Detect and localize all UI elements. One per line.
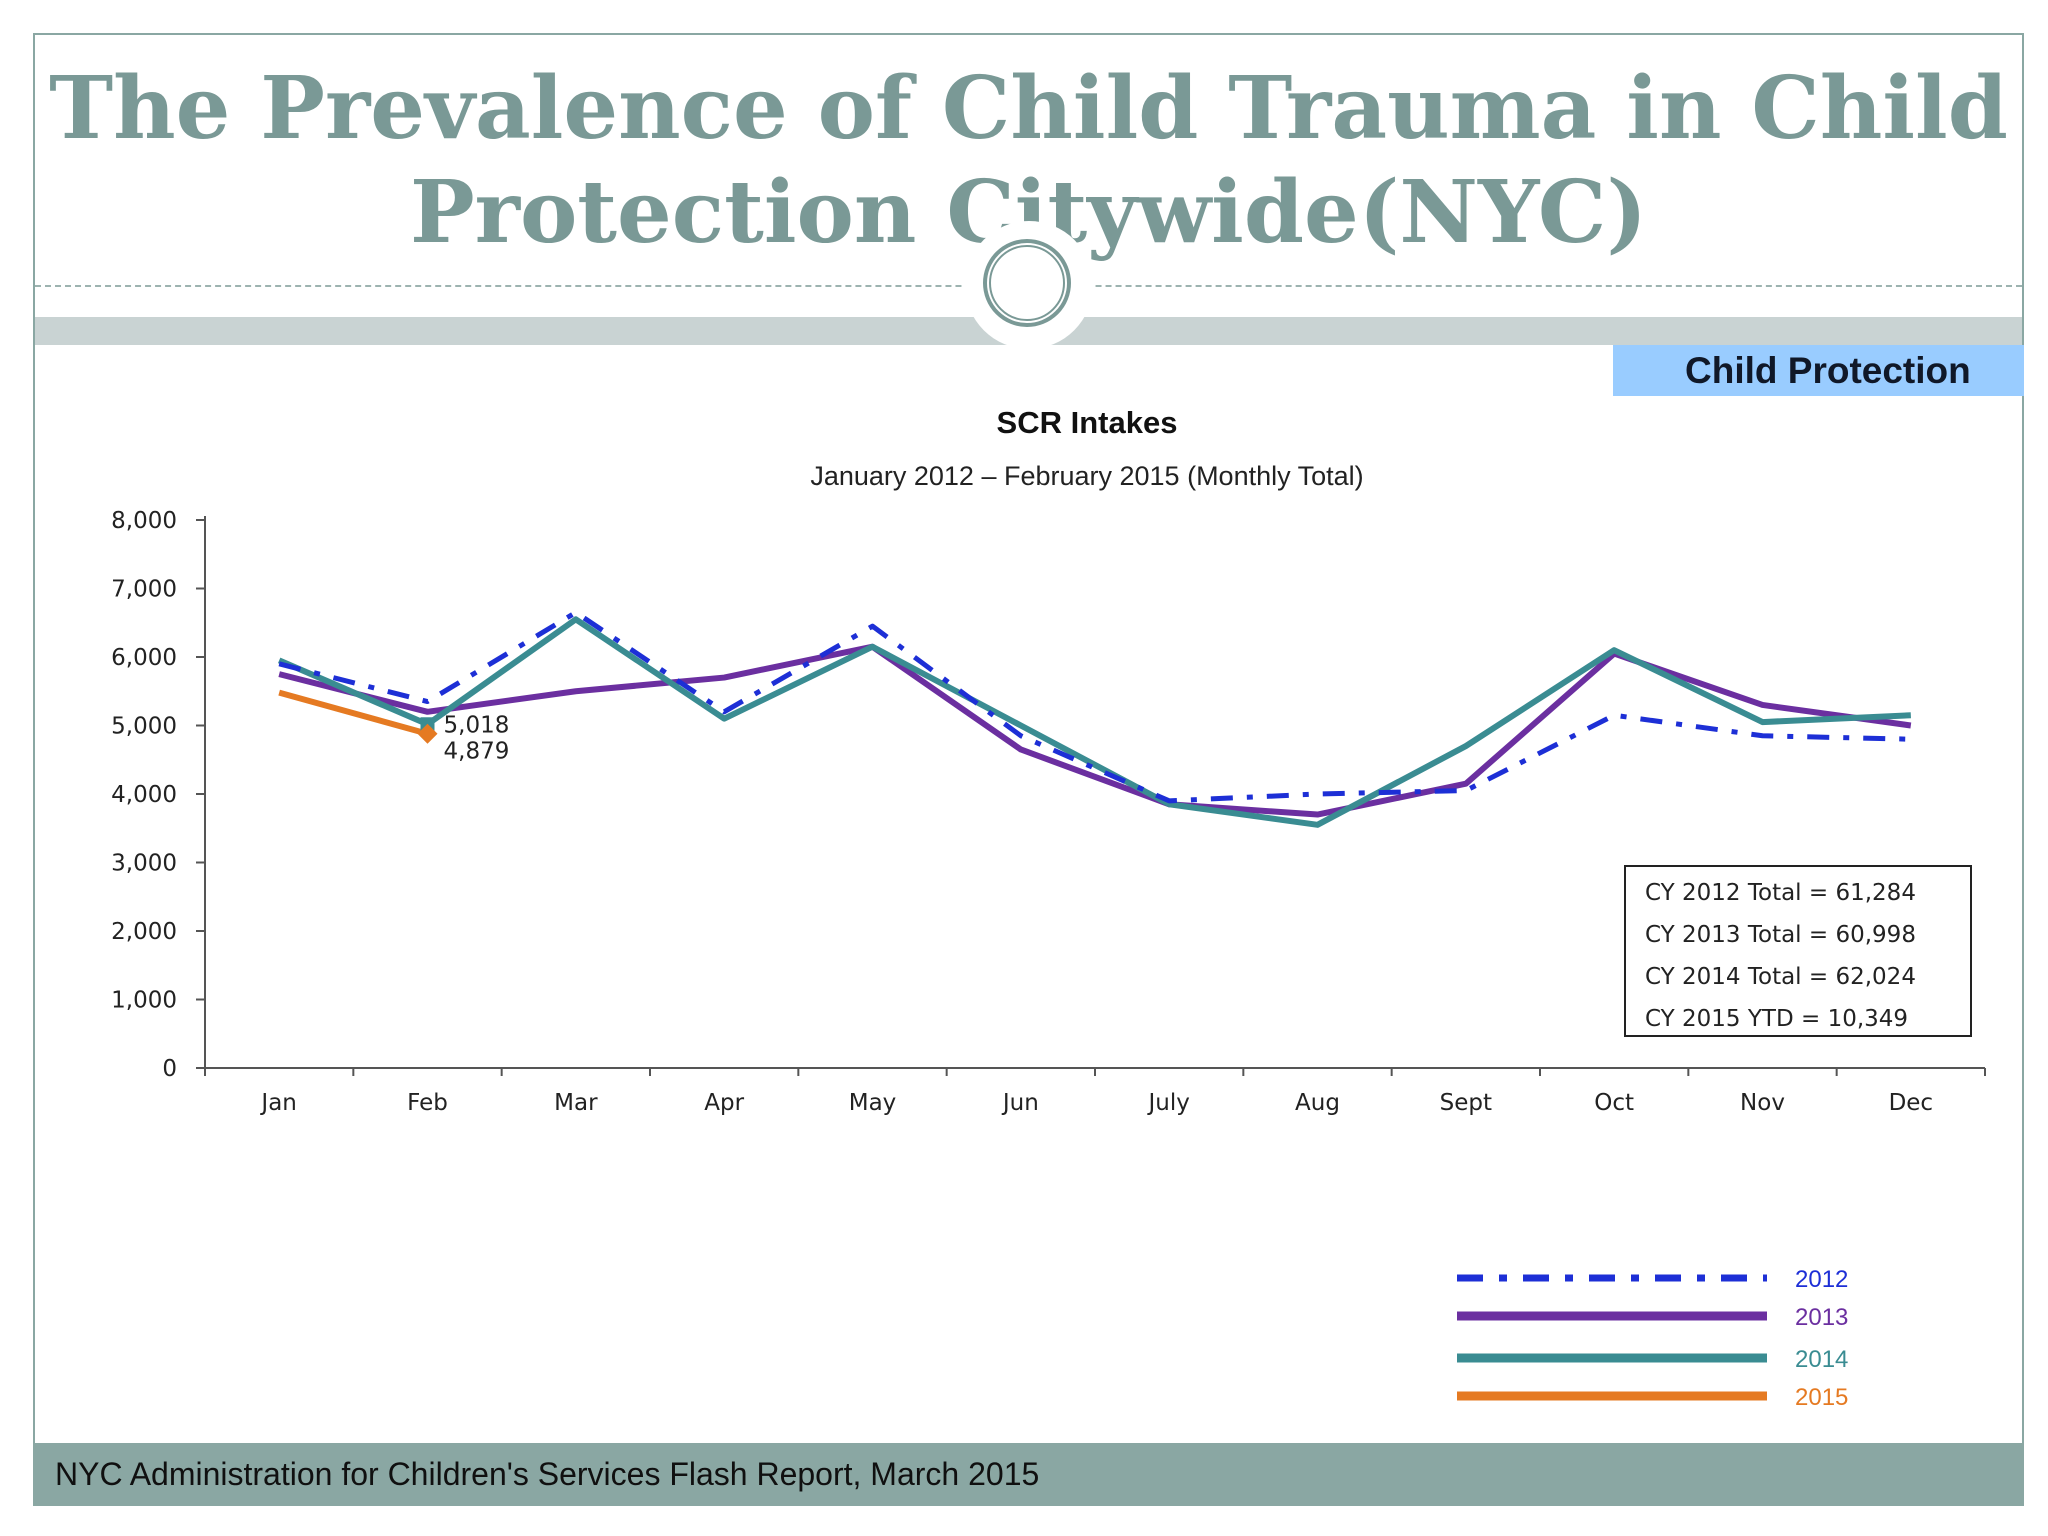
data-label-2014-feb: 5,018 (444, 712, 510, 738)
x-tick-label: Sept (1440, 1090, 1492, 1116)
x-tick-label: Jun (1001, 1090, 1039, 1116)
series-line-2015 (278, 689, 429, 737)
x-tick-label: Nov (1740, 1090, 1785, 1116)
legend-label-2014: 2014 (1795, 1346, 1848, 1373)
x-tick-label: Feb (407, 1090, 448, 1116)
totals-line: CY 2012 Total = 61,284 (1645, 880, 1916, 906)
legend-label-2012: 2012 (1795, 1266, 1848, 1293)
x-tick-label: Jan (259, 1090, 296, 1116)
slide: The Prevalence of Child Trauma in Child … (33, 33, 2024, 1506)
y-tick-label: 6,000 (111, 645, 177, 671)
footer-bar: NYC Administration for Children's Servic… (35, 1443, 2022, 1506)
chart-title: SCR Intakes (997, 405, 1178, 440)
y-tick-label: 1,000 (111, 988, 177, 1014)
scr-intakes-chart: SCR Intakes January 2012 – February 2015 … (111, 405, 1986, 1411)
totals-line: CY 2015 YTD = 10,349 (1645, 1006, 1908, 1032)
x-tick-label: Aug (1295, 1090, 1340, 1116)
footer-text: NYC Administration for Children's Servic… (55, 1456, 1040, 1492)
legend-label-2015: 2015 (1795, 1384, 1848, 1411)
y-tick-label: 2,000 (111, 919, 177, 945)
totals-line: CY 2014 Total = 62,024 (1645, 964, 1916, 990)
y-tick-label: 4,000 (111, 782, 177, 808)
title-line-1: The Prevalence of Child Trauma in Child (49, 58, 2008, 159)
y-tick-label: 8,000 (111, 508, 177, 534)
series-line-2012 (278, 609, 1911, 804)
section-tag: Child Protection (1613, 345, 2024, 396)
y-tick-label: 7,000 (111, 577, 177, 603)
data-label-2015-feb: 4,879 (444, 738, 510, 764)
y-tick-label: 0 (162, 1056, 177, 1082)
x-tick-label: Mar (554, 1090, 598, 1116)
x-tick-label: May (849, 1090, 897, 1116)
x-tick-label: July (1146, 1090, 1189, 1116)
legend-label-2013: 2013 (1795, 1304, 1848, 1331)
ornament-inner-ring (989, 245, 1065, 321)
chart-subtitle: January 2012 – February 2015 (Monthly To… (810, 461, 1363, 491)
series-line-2014 (277, 616, 1911, 828)
totals-box (1624, 865, 1972, 1037)
ornament-outer-ring (983, 239, 1071, 327)
y-tick-label: 3,000 (111, 851, 177, 877)
x-tick-label: Dec (1889, 1090, 1934, 1116)
series-line-2013 (278, 643, 1912, 818)
page-title: The Prevalence of Child Trauma in Child … (35, 57, 2022, 265)
y-tick-label: 5,000 (111, 714, 177, 740)
x-tick-label: Oct (1594, 1090, 1634, 1116)
circle-ornament-icon (965, 221, 1093, 349)
x-tick-label: Apr (704, 1090, 744, 1116)
marker-2015-feb (417, 723, 438, 744)
chart-root: SCR Intakes January 2012 – February 2015 … (111, 405, 1986, 1411)
totals-line: CY 2013 Total = 60,998 (1645, 922, 1916, 948)
